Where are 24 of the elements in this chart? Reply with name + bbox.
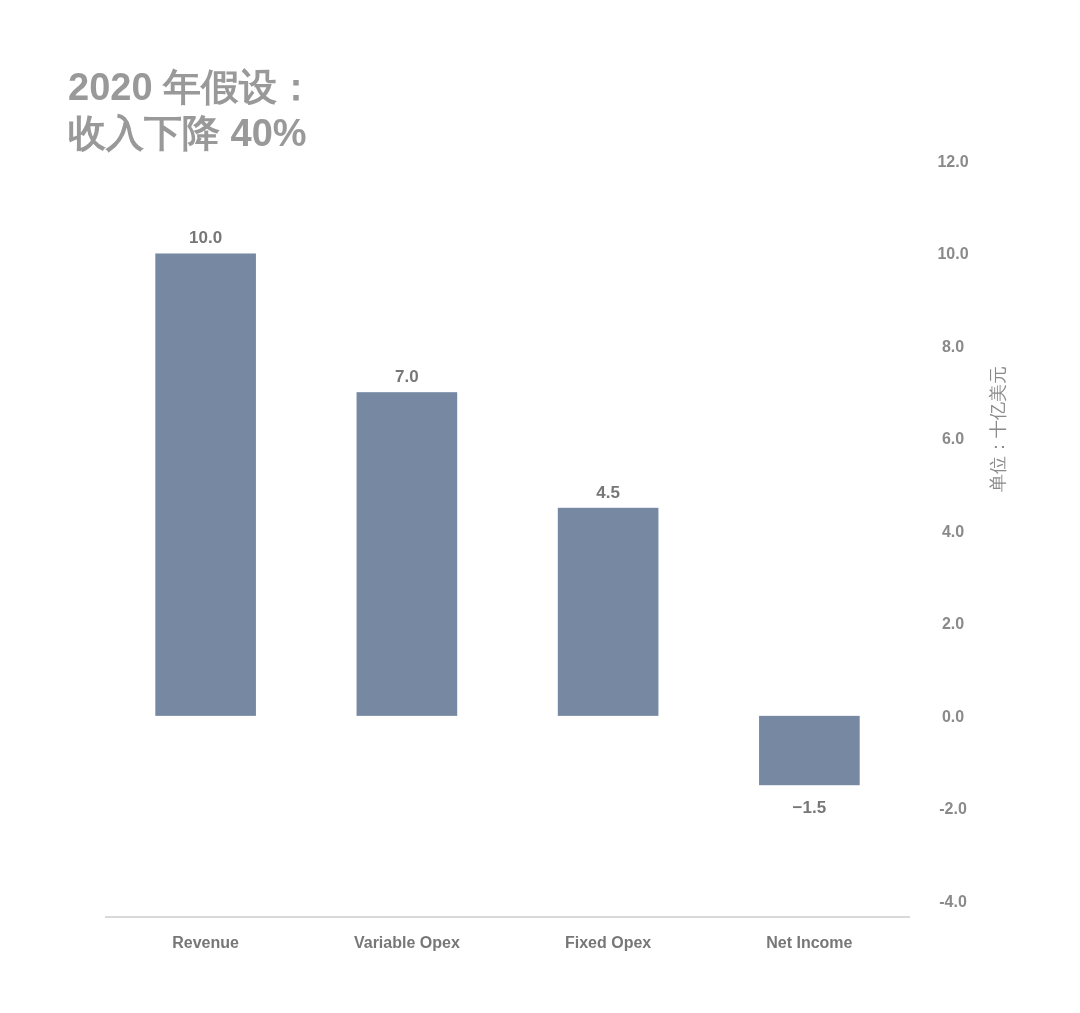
y-tick-label: -4.0 (939, 892, 967, 910)
bar (155, 253, 256, 716)
chart-subtitle: 收入下降 40% (68, 112, 307, 154)
y-tick-label: 0.0 (941, 707, 965, 725)
data-label: −1.5 (792, 798, 827, 818)
data-label: 7.0 (395, 367, 419, 387)
x-tick-label: Net Income (766, 934, 853, 951)
bar (557, 507, 659, 716)
y-tick-label: 4.0 (941, 522, 965, 540)
y-tick-label: 10.0 (937, 245, 969, 263)
y-tick-label: 8.0 (941, 337, 965, 355)
y-tick-label: 2.0 (941, 615, 965, 633)
y-tick-label: -2.0 (939, 800, 967, 818)
x-tick-label: Revenue (172, 934, 240, 951)
y-tick-label: 6.0 (941, 430, 965, 448)
data-label: 4.5 (596, 482, 620, 502)
chart-title: 2020 年假设： (68, 66, 316, 108)
data-label: 10.0 (189, 228, 223, 248)
x-tick-label: Variable Opex (353, 934, 460, 951)
x-tick-label: Fixed Opex (565, 934, 652, 951)
bar (356, 392, 458, 716)
y-tick-label: 12.0 (937, 153, 969, 170)
y-axis-title: 单位：十亿美元 (988, 366, 1008, 492)
bar (759, 715, 860, 786)
